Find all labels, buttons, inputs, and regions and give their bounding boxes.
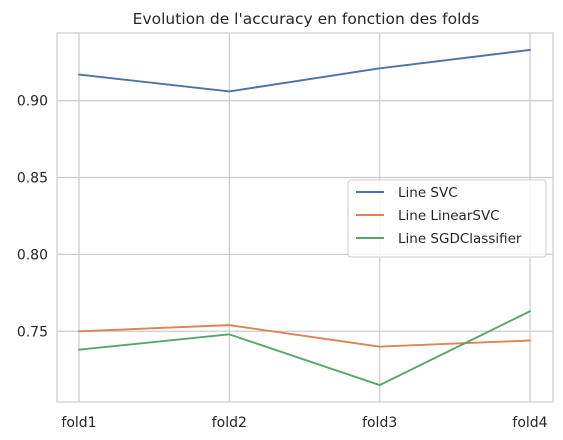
x-tick-label: fold1 — [61, 415, 96, 431]
chart-title: Evolution de l'accuracy en fonction des … — [133, 10, 480, 28]
y-tick-labels: 0.75 0.80 0.85 0.90 — [17, 94, 48, 341]
x-tick-label: fold4 — [512, 415, 547, 431]
y-tick-label: 0.85 — [17, 171, 48, 187]
x-tick-labels: fold1 fold2 fold3 fold4 — [61, 415, 547, 431]
series-line — [79, 50, 530, 92]
y-tick-label: 0.75 — [17, 324, 48, 340]
series-line — [79, 311, 530, 385]
x-tick-label: fold2 — [212, 415, 247, 431]
y-tick-label: 0.90 — [17, 94, 48, 110]
legend-label: Line SVC — [398, 185, 458, 201]
legend-label: Line SGDClassifier — [398, 231, 522, 247]
legend-label: Line LinearSVC — [398, 208, 500, 224]
legend: Line SVC Line LinearSVC Line SGDClassifier — [348, 180, 546, 257]
y-tick-label: 0.80 — [17, 247, 48, 263]
x-tick-label: fold3 — [362, 415, 397, 431]
